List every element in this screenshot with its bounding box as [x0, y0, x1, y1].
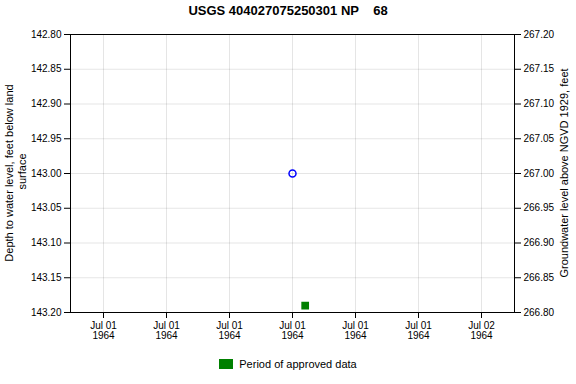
svg-text:Jul 011964: Jul 011964 — [90, 320, 117, 341]
svg-text:143.00: 143.00 — [31, 168, 62, 179]
html-text:Groundwater level above NGVD 1: Groundwater level above NGVD 1929, feet — [557, 68, 570, 278]
svg-text:Jul 011964: Jul 011964 — [342, 320, 369, 341]
svg-text:142.85: 142.85 — [31, 63, 62, 74]
svg-text:143.15: 143.15 — [31, 272, 62, 283]
svg-text:Jul 011964: Jul 011964 — [153, 320, 180, 341]
svg-text:266.95: 266.95 — [524, 202, 555, 213]
html-text:Depth to water level, feet bel: Depth to water level, feet below land su… — [3, 84, 28, 262]
svg-text:142.90: 142.90 — [31, 98, 62, 109]
svg-text:267.20: 267.20 — [524, 29, 555, 40]
svg-text:143.05: 143.05 — [31, 202, 62, 213]
svg-text:142.80: 142.80 — [31, 29, 62, 40]
svg-text:143.20: 143.20 — [31, 307, 62, 318]
svg-text:266.85: 266.85 — [524, 272, 555, 283]
svg-text:267.05: 267.05 — [524, 133, 555, 144]
svg-text:Jul 011964: Jul 011964 — [405, 320, 432, 341]
svg-text:Jul 011964: Jul 011964 — [279, 320, 306, 341]
svg-text:Jul 011964: Jul 011964 — [216, 320, 243, 341]
svg-text:267.10: 267.10 — [524, 98, 555, 109]
html-text:Period of approved data: Period of approved data — [239, 358, 357, 370]
svg-text:142.95: 142.95 — [31, 133, 62, 144]
svg-text:267.00: 267.00 — [524, 168, 555, 179]
svg-text:Jul 021964: Jul 021964 — [468, 320, 495, 341]
html-text:USGS 404027075250301 NP 68: USGS 404027075250301 NP 68 — [188, 3, 388, 18]
svg-text:266.90: 266.90 — [524, 237, 555, 248]
svg-text:143.10: 143.10 — [31, 237, 62, 248]
svg-text:266.80: 266.80 — [524, 307, 555, 318]
svg-text:267.15: 267.15 — [524, 63, 555, 74]
